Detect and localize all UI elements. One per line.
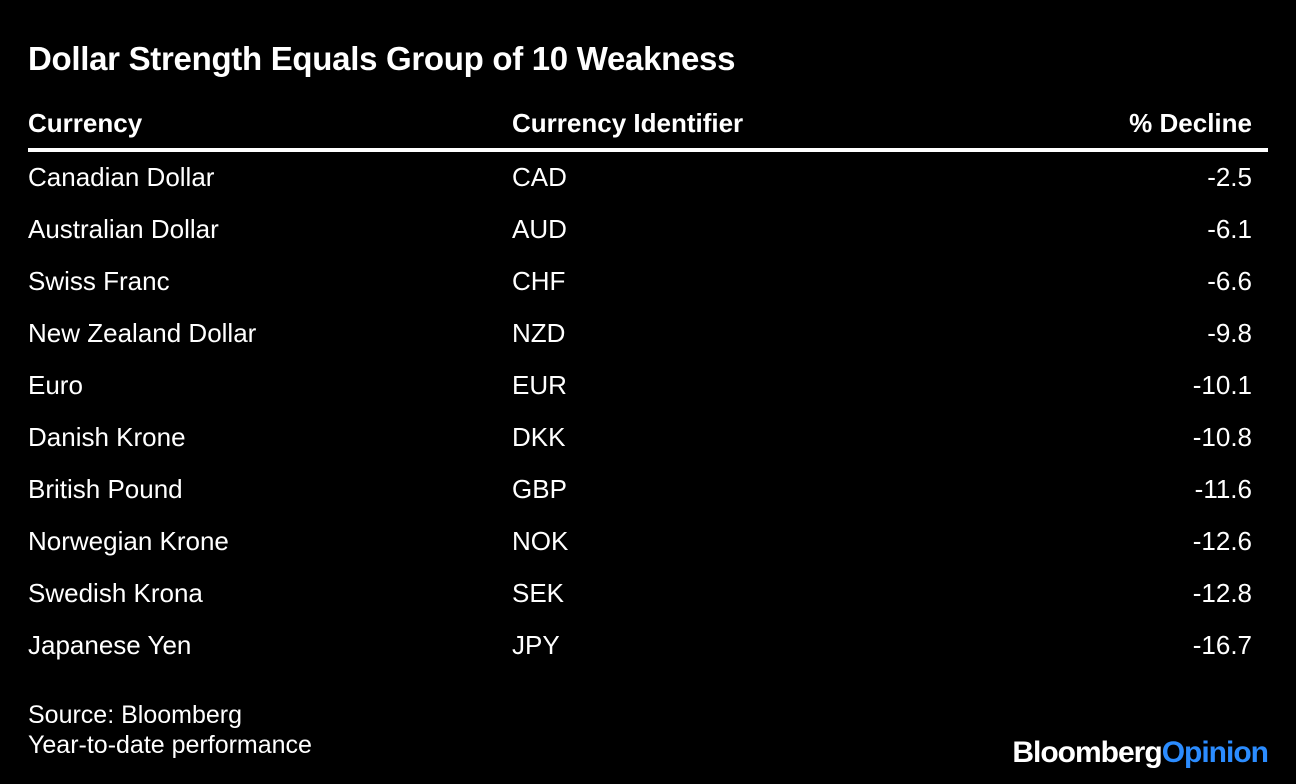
- cell-percent-decline: -10.1: [1192, 370, 1252, 400]
- table-row: Swiss Franc CHF -6.6: [28, 256, 1268, 308]
- currency-table: Currency Currency Identifier % Decline C…: [28, 102, 1268, 672]
- bloomberg-opinion-logo: BloombergOpinion: [1012, 736, 1269, 770]
- cell-currency-identifier: NOK: [512, 526, 569, 556]
- cell-percent-decline: -11.6: [1194, 474, 1252, 504]
- table-row: Euro EUR -10.1: [28, 360, 1268, 412]
- table-row: Japanese Yen JPY -16.7: [28, 620, 1268, 672]
- cell-currency: New Zealand Dollar: [28, 318, 257, 348]
- table-row: Swedish Krona SEK -12.8: [28, 568, 1268, 620]
- cell-percent-decline: -9.8: [1207, 318, 1252, 348]
- performance-note: Year-to-date performance: [28, 731, 312, 759]
- cell-currency-identifier: NZD: [512, 318, 566, 348]
- cell-currency-identifier: DKK: [512, 422, 566, 452]
- header-percent-decline: % Decline: [1129, 108, 1252, 138]
- cell-currency: Japanese Yen: [28, 630, 192, 660]
- table-row: New Zealand Dollar NZD -9.8: [28, 308, 1268, 360]
- footer: Source: Bloomberg Year-to-date performan…: [28, 700, 312, 760]
- cell-currency: Swedish Krona: [28, 578, 203, 608]
- cell-currency: British Pound: [28, 474, 183, 504]
- logo-bloomberg: Bloomberg: [1012, 736, 1162, 769]
- cell-percent-decline: -6.1: [1207, 214, 1252, 244]
- table-row: British Pound GBP -11.6: [28, 464, 1268, 516]
- cell-percent-decline: -6.6: [1207, 266, 1252, 296]
- cell-currency-identifier: AUD: [512, 214, 567, 244]
- table-row: Australian Dollar AUD -6.1: [28, 204, 1268, 256]
- logo-opinion: Opinion: [1161, 736, 1269, 769]
- cell-percent-decline: -10.8: [1192, 422, 1252, 452]
- cell-currency: Norwegian Krone: [28, 526, 229, 556]
- cell-currency: Australian Dollar: [28, 214, 219, 244]
- cell-percent-decline: -2.5: [1207, 162, 1252, 192]
- table-row: Danish Krone DKK -10.8: [28, 412, 1268, 464]
- source-note: Source: Bloomberg: [28, 701, 243, 729]
- cell-currency-identifier: GBP: [512, 474, 567, 504]
- header-currency-identifier: Currency Identifier: [512, 108, 744, 138]
- cell-currency-identifier: CHF: [512, 266, 566, 296]
- cell-currency-identifier: EUR: [512, 370, 567, 400]
- cell-currency-identifier: SEK: [512, 578, 565, 608]
- table-header: Currency Currency Identifier % Decline: [28, 102, 1268, 152]
- cell-currency: Danish Krone: [28, 422, 186, 452]
- cell-percent-decline: -12.6: [1192, 526, 1252, 556]
- cell-currency: Swiss Franc: [28, 266, 170, 296]
- table-body: Canadian Dollar CAD -2.5 Australian Dollar A…: [28, 152, 1268, 672]
- chart-title: Dollar Strength Equals Group of 10 Weakn…: [28, 40, 736, 77]
- cell-currency-identifier: CAD: [512, 162, 567, 192]
- table-row: Canadian Dollar CAD -2.5: [28, 152, 1268, 204]
- table-row: Norwegian Krone NOK -12.6: [28, 516, 1268, 568]
- cell-percent-decline: -16.7: [1192, 630, 1252, 660]
- cell-currency-identifier: JPY: [512, 630, 560, 660]
- cell-currency: Canadian Dollar: [28, 162, 215, 192]
- header-currency: Currency: [28, 108, 143, 138]
- cell-currency: Euro: [28, 370, 83, 400]
- cell-percent-decline: -12.8: [1192, 578, 1252, 608]
